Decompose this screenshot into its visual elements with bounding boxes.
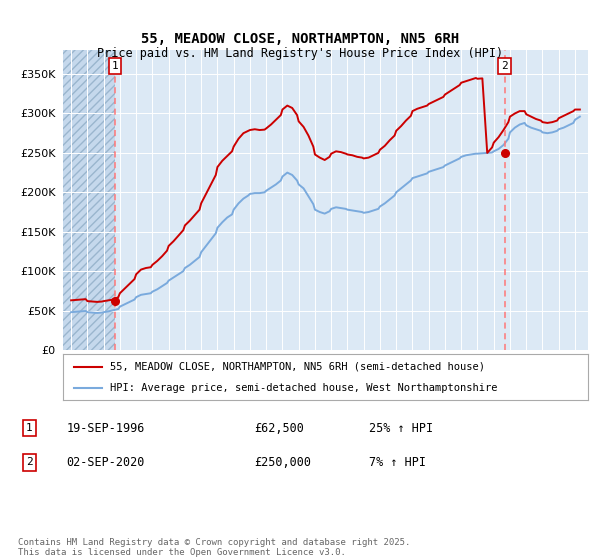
Text: 7% ↑ HPI: 7% ↑ HPI [369,456,426,469]
Text: 1: 1 [26,423,32,433]
Text: HPI: Average price, semi-detached house, West Northamptonshire: HPI: Average price, semi-detached house,… [110,383,498,393]
Text: 2: 2 [501,61,508,71]
Text: 02-SEP-2020: 02-SEP-2020 [67,456,145,469]
Text: 2: 2 [26,458,32,468]
Text: 25% ↑ HPI: 25% ↑ HPI [369,422,433,435]
Text: 19-SEP-1996: 19-SEP-1996 [67,422,145,435]
Text: 1: 1 [112,61,119,71]
Text: 55, MEADOW CLOSE, NORTHAMPTON, NN5 6RH (semi-detached house): 55, MEADOW CLOSE, NORTHAMPTON, NN5 6RH (… [110,362,485,372]
Text: 55, MEADOW CLOSE, NORTHAMPTON, NN5 6RH: 55, MEADOW CLOSE, NORTHAMPTON, NN5 6RH [141,32,459,46]
Text: £250,000: £250,000 [254,456,311,469]
Text: Price paid vs. HM Land Registry's House Price Index (HPI): Price paid vs. HM Land Registry's House … [97,47,503,60]
Text: Contains HM Land Registry data © Crown copyright and database right 2025.
This d: Contains HM Land Registry data © Crown c… [18,538,410,557]
Text: £62,500: £62,500 [254,422,304,435]
